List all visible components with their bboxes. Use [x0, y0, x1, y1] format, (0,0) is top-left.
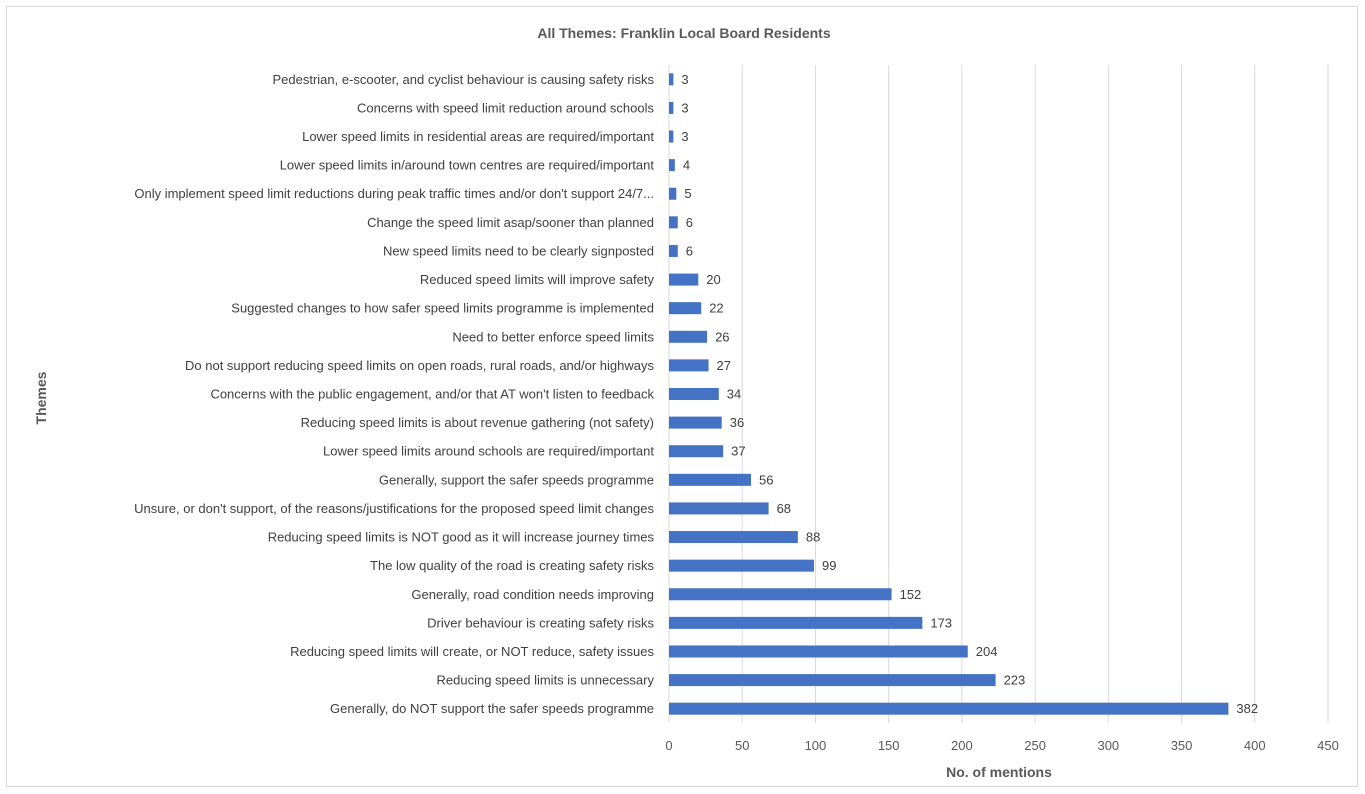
x-tick-label: 250	[1024, 738, 1046, 753]
bar	[669, 216, 678, 229]
data-label: 88	[806, 530, 820, 545]
bar	[669, 616, 923, 629]
x-tick-label: 200	[951, 738, 973, 753]
gridlines	[668, 65, 1329, 723]
category-label: Lower speed limits in/around town centre…	[280, 158, 655, 173]
bar	[669, 445, 724, 458]
bar	[669, 187, 677, 200]
data-label: 22	[709, 301, 723, 316]
data-label: 204	[976, 644, 998, 659]
data-label: 4	[683, 158, 690, 173]
category-label: Pedestrian, e-scooter, and cyclist behav…	[272, 72, 654, 87]
bar	[669, 101, 674, 114]
data-label: 152	[900, 587, 922, 602]
bar	[669, 674, 996, 687]
data-label: 27	[717, 358, 731, 373]
bar	[669, 73, 674, 86]
data-label: 3	[681, 100, 688, 115]
category-label: Driver behaviour is creating safety risk…	[427, 615, 654, 630]
category-label: Only implement speed limit reductions du…	[134, 186, 654, 201]
bar	[669, 416, 722, 429]
x-axis-title: No. of mentions	[946, 764, 1052, 780]
category-label: Reducing speed limits is NOT good as it …	[268, 530, 655, 545]
bar	[669, 559, 814, 572]
data-label: 37	[731, 444, 745, 459]
bars	[669, 73, 1229, 715]
chart-title: All Themes: Franklin Local Board Residen…	[537, 25, 831, 41]
data-label: 173	[930, 615, 952, 630]
data-label: 6	[686, 215, 693, 230]
data-label: 382	[1236, 701, 1258, 716]
x-tick-label: 450	[1317, 738, 1339, 753]
y-axis-title: Themes	[33, 371, 49, 424]
bar	[669, 645, 968, 658]
category-label: Change the speed limit asap/sooner than …	[367, 215, 654, 230]
category-label: Concerns with speed limit reduction arou…	[357, 100, 654, 115]
data-label: 34	[727, 387, 741, 402]
x-tick-label: 350	[1171, 738, 1193, 753]
data-label: 20	[706, 272, 720, 287]
category-label: Generally, do NOT support the safer spee…	[330, 701, 654, 716]
category-label: Reducing speed limits will create, or NO…	[290, 644, 654, 659]
bar	[669, 244, 678, 257]
data-label: 56	[759, 472, 773, 487]
category-label: Generally, support the safer speeds prog…	[379, 472, 654, 487]
data-label: 223	[1004, 673, 1026, 688]
x-tick-label: 300	[1097, 738, 1119, 753]
category-label: Lower speed limits in residential areas …	[302, 129, 654, 144]
x-tick-label: 50	[735, 738, 749, 753]
bar	[669, 502, 769, 515]
data-label: 3	[681, 129, 688, 144]
category-label: Need to better enforce speed limits	[452, 329, 654, 344]
bar	[669, 531, 798, 544]
x-tick-labels: 0 50 100 150 200 250 300 350 400 450	[665, 738, 1338, 753]
data-label: 36	[730, 415, 744, 430]
bar	[669, 588, 892, 601]
category-label: Generally, road condition needs improvin…	[411, 587, 654, 602]
bar	[669, 702, 1229, 715]
category-label: Suggested changes to how safer speed lim…	[231, 301, 654, 316]
data-label: 68	[777, 501, 791, 516]
bar	[669, 387, 719, 401]
x-tick-label: 400	[1244, 738, 1266, 753]
data-label: 99	[822, 558, 836, 573]
x-tick-label: 100	[805, 738, 827, 753]
data-label: 3	[681, 72, 688, 87]
category-label: Concerns with the public engagement, and…	[210, 387, 654, 402]
category-label: Do not support reducing speed limits on …	[185, 358, 654, 373]
bar	[669, 359, 709, 372]
category-label: Reduced speed limits will improve safety	[420, 272, 655, 287]
x-tick-label: 0	[665, 738, 672, 753]
bar	[669, 159, 675, 172]
bar	[669, 473, 752, 486]
category-label: Reducing speed limits is unnecessary	[437, 673, 655, 688]
x-tick-label: 150	[878, 738, 900, 753]
data-labels: 3334566202226273436375668889915217320422…	[681, 72, 1258, 716]
data-label: 5	[684, 186, 691, 201]
category-label: Lower speed limits around schools are re…	[323, 444, 654, 459]
category-label: Reducing speed limits is about revenue g…	[301, 415, 654, 430]
bar	[669, 130, 674, 143]
category-label: New speed limits need to be clearly sign…	[383, 243, 654, 258]
bar	[669, 330, 708, 343]
data-label: 26	[715, 329, 729, 344]
bar	[669, 302, 702, 315]
category-label: The low quality of the road is creating …	[370, 558, 654, 573]
category-labels: Pedestrian, e-scooter, and cyclist behav…	[134, 72, 654, 716]
category-label: Unsure, or don't support, of the reasons…	[134, 501, 654, 516]
bar	[669, 273, 699, 286]
data-label: 6	[686, 243, 693, 258]
